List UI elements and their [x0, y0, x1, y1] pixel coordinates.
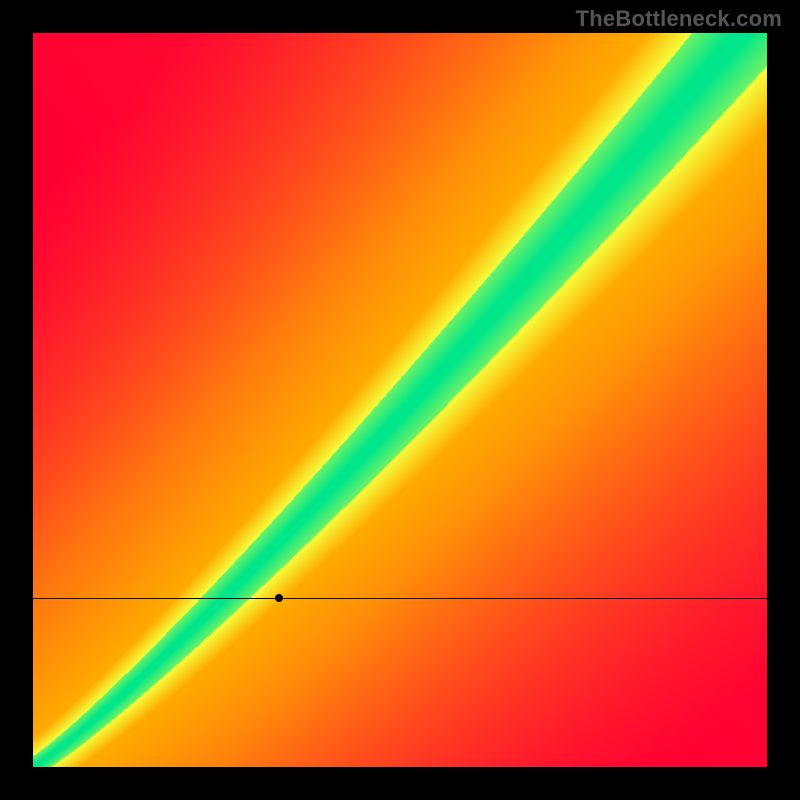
heatmap-plot — [33, 33, 767, 767]
watermark-text: TheBottleneck.com — [576, 6, 782, 32]
chart-frame: TheBottleneck.com — [0, 0, 800, 800]
selection-marker-dot — [275, 594, 283, 602]
heatmap-canvas — [33, 33, 767, 767]
crosshair-horizontal — [33, 598, 767, 599]
